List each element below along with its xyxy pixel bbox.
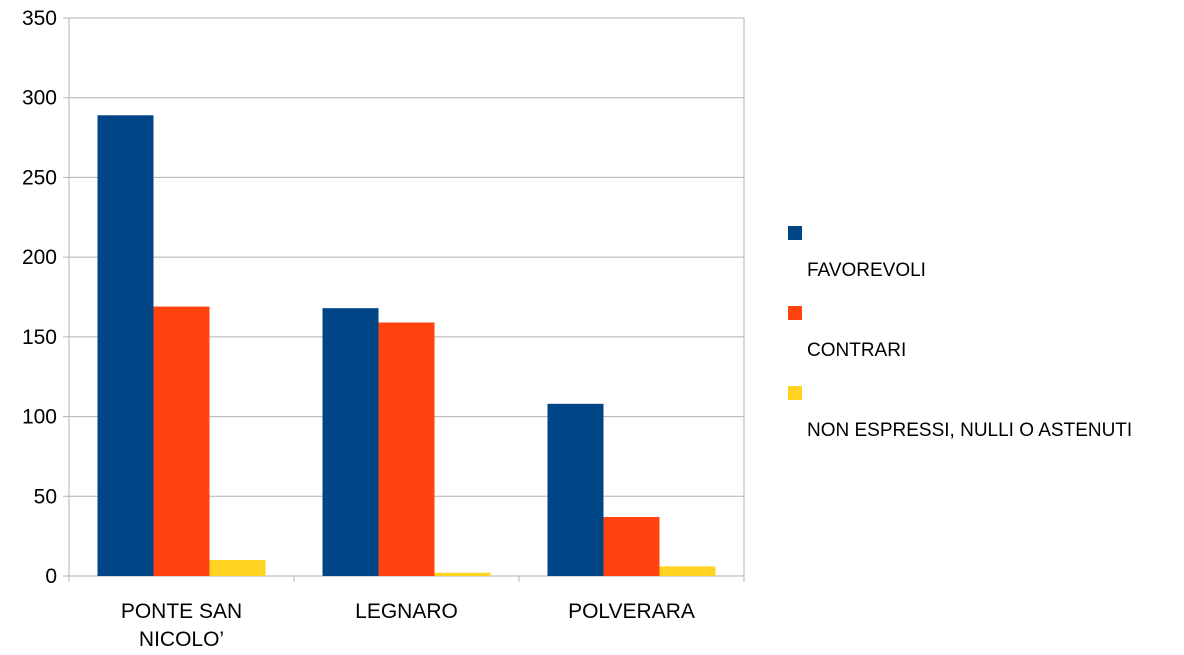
- bar: [322, 308, 379, 576]
- y-tick-label: 300: [22, 87, 57, 110]
- bar: [97, 115, 154, 576]
- x-tick-label: PONTE SAN NICOLO’: [121, 600, 242, 651]
- y-tick-label: 350: [22, 7, 57, 30]
- legend-label: CONTRARI: [807, 340, 906, 361]
- bars: [97, 115, 716, 576]
- legend-swatch: [788, 386, 802, 400]
- bar: [209, 560, 266, 576]
- legend-label: FAVOREVOLI: [807, 260, 926, 281]
- x-tick-label: POLVERARA: [568, 600, 695, 623]
- y-tick-label: 250: [22, 166, 57, 189]
- legend: FAVOREVOLI CONTRARI NON ESPRESSI, NULLI O …: [788, 226, 1132, 441]
- y-tick-label: 50: [34, 485, 57, 508]
- bar: [603, 517, 660, 576]
- x-tick-label: LEGNARO: [355, 600, 458, 623]
- legend-swatch: [788, 306, 802, 320]
- y-tick-label: 100: [22, 406, 57, 429]
- y-tick-label: 0: [45, 565, 57, 588]
- y-tick-label: 200: [22, 246, 57, 269]
- x-tick-label-line: PONTE SAN: [121, 600, 242, 623]
- bar: [659, 566, 716, 576]
- legend-label: NON ESPRESSI, NULLI O ASTENUTI: [807, 420, 1132, 441]
- bar: [378, 322, 435, 576]
- x-tick-label-line: LEGNARO: [355, 600, 458, 623]
- y-tick-label: 150: [22, 326, 57, 349]
- bar: [434, 572, 491, 576]
- legend-swatch: [788, 226, 802, 240]
- bar: [153, 306, 210, 576]
- x-tick-label-line: POLVERARA: [568, 600, 695, 623]
- bar: [547, 403, 604, 576]
- x-tick-label-line: NICOLO’: [139, 628, 224, 651]
- y-axis-tick-labels: 0 50 100 150 200 250 300 350: [22, 7, 57, 588]
- x-axis-tick-labels: PONTE SAN NICOLO’ LEGNARO POLVERARA: [121, 600, 695, 651]
